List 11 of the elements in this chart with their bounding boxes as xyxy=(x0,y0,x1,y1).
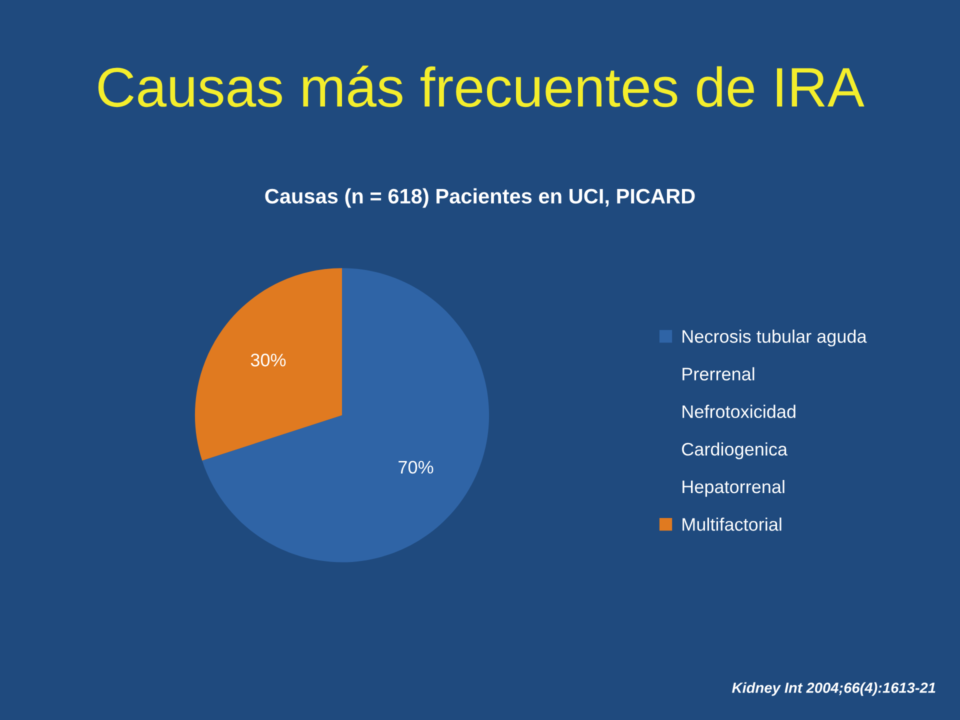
chart-subtitle: Causas (n = 618) Pacientes en UCI, PICARD xyxy=(265,188,695,208)
category-label: Hepatorrenal xyxy=(682,480,784,497)
category-label: Nefrotoxicidad xyxy=(682,404,796,418)
data-label: 30% xyxy=(250,354,286,366)
legend-label: Necrosis tubular aguda xyxy=(682,330,867,346)
data-label: 70% xyxy=(398,460,434,474)
category-label: Cardiogenica xyxy=(682,442,788,460)
text: Kidney Int 2004;66(4):1613-21 xyxy=(732,682,936,696)
legend-label: Multifactorial xyxy=(682,518,782,531)
category-label: Prerrenal xyxy=(682,367,754,380)
chart-title: Causas más frecuentes de IRA xyxy=(98,66,864,108)
